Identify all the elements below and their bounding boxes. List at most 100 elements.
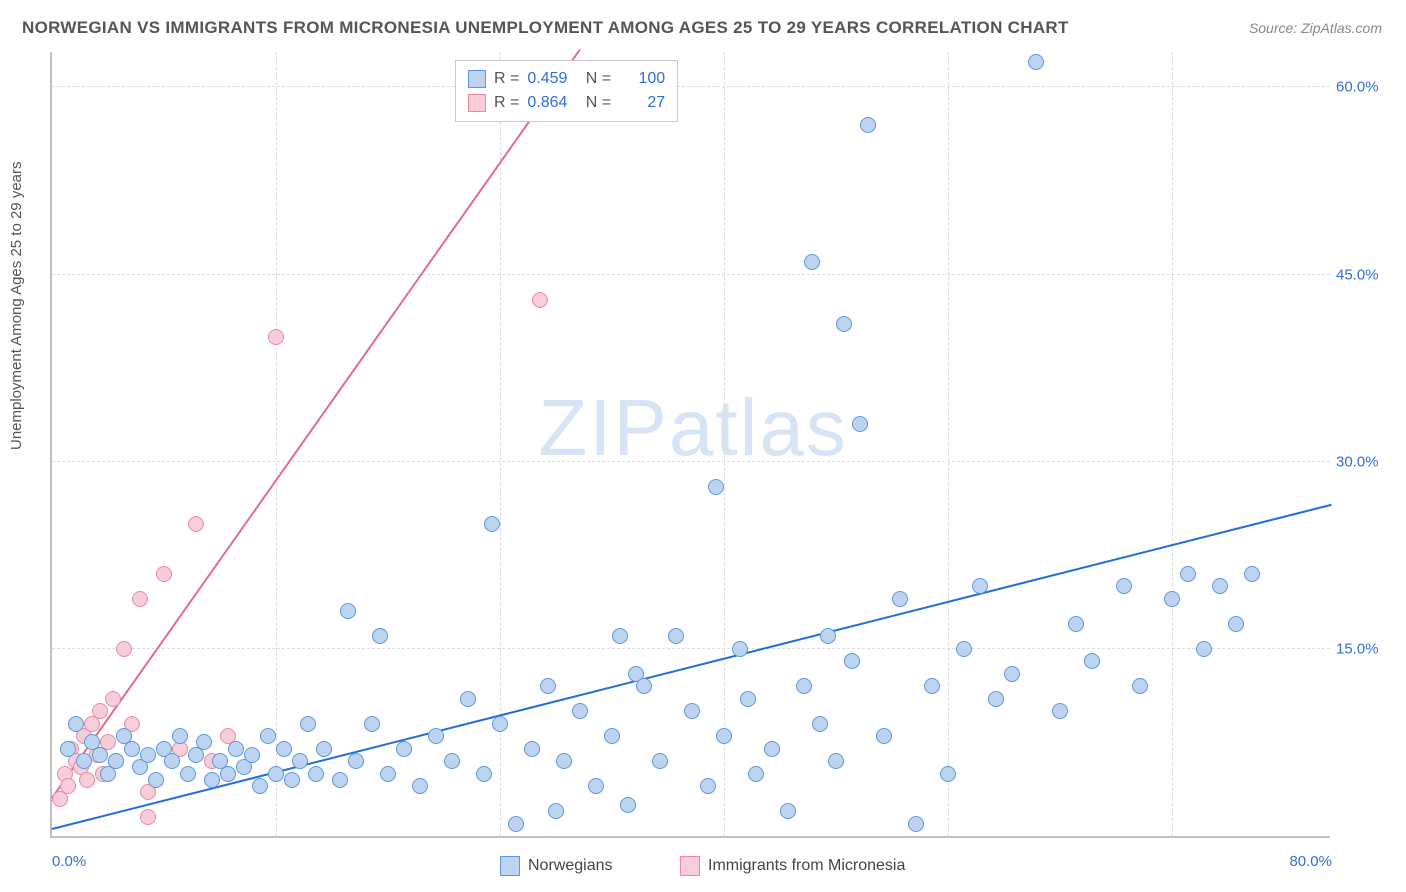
data-point-norwegians xyxy=(1244,566,1260,582)
stats-swatch-icon xyxy=(468,70,486,88)
data-point-norwegians xyxy=(76,753,92,769)
data-point-micronesia xyxy=(188,516,204,532)
data-point-norwegians xyxy=(68,716,84,732)
data-point-norwegians xyxy=(308,766,324,782)
legend-micronesia: Immigrants from Micronesia xyxy=(680,856,905,876)
data-point-norwegians xyxy=(380,766,396,782)
data-point-norwegians xyxy=(492,716,508,732)
watermark-suffix: atlas xyxy=(669,383,848,472)
gridline-horizontal xyxy=(52,274,1330,275)
data-point-norwegians xyxy=(276,741,292,757)
scatter-plot-area: ZIPatlas 15.0%30.0%45.0%60.0%0.0%80.0% xyxy=(50,52,1330,838)
data-point-norwegians xyxy=(396,741,412,757)
data-point-norwegians xyxy=(1132,678,1148,694)
stats-swatch-icon xyxy=(468,94,486,112)
data-point-norwegians xyxy=(260,728,276,744)
stats-n-value: 100 xyxy=(619,67,665,91)
data-point-norwegians xyxy=(372,628,388,644)
stats-row-norwegians: R =0.459 N =100 xyxy=(468,67,665,91)
data-point-norwegians xyxy=(484,516,500,532)
data-point-norwegians xyxy=(684,703,700,719)
data-point-norwegians xyxy=(108,753,124,769)
y-tick-label: 15.0% xyxy=(1336,640,1396,657)
data-point-norwegians xyxy=(652,753,668,769)
correlation-stats-box: R =0.459 N =100R =0.864 N =27 xyxy=(455,60,678,122)
data-point-micronesia xyxy=(79,772,95,788)
gridline-horizontal xyxy=(52,461,1330,462)
data-point-norwegians xyxy=(972,578,988,594)
data-point-norwegians xyxy=(796,678,812,694)
data-point-norwegians xyxy=(180,766,196,782)
y-tick-label: 30.0% xyxy=(1336,453,1396,470)
gridline-vertical xyxy=(724,52,725,836)
data-point-norwegians xyxy=(820,628,836,644)
data-point-norwegians xyxy=(244,747,260,763)
data-point-norwegians xyxy=(732,641,748,657)
data-point-norwegians xyxy=(572,703,588,719)
data-point-norwegians xyxy=(1212,578,1228,594)
data-point-norwegians xyxy=(1228,616,1244,632)
data-point-norwegians xyxy=(252,778,268,794)
data-point-norwegians xyxy=(428,728,444,744)
data-point-norwegians xyxy=(716,728,732,744)
data-point-norwegians xyxy=(940,766,956,782)
data-point-norwegians xyxy=(812,716,828,732)
data-point-norwegians xyxy=(892,591,908,607)
data-point-norwegians xyxy=(172,728,188,744)
data-point-norwegians xyxy=(708,479,724,495)
data-point-norwegians xyxy=(1028,54,1044,70)
data-point-norwegians xyxy=(140,747,156,763)
data-point-norwegians xyxy=(988,691,1004,707)
data-point-norwegians xyxy=(92,747,108,763)
data-point-norwegians xyxy=(604,728,620,744)
data-point-norwegians xyxy=(908,816,924,832)
data-point-norwegians xyxy=(748,766,764,782)
data-point-norwegians xyxy=(852,416,868,432)
data-point-norwegians xyxy=(668,628,684,644)
legend-norwegians: Norwegians xyxy=(500,856,612,876)
data-point-norwegians xyxy=(412,778,428,794)
gridline-horizontal xyxy=(52,86,1330,87)
data-point-norwegians xyxy=(332,772,348,788)
stats-r-value: 0.864 xyxy=(527,91,573,115)
data-point-norwegians xyxy=(196,734,212,750)
data-point-norwegians xyxy=(340,603,356,619)
data-point-norwegians xyxy=(1068,616,1084,632)
data-point-norwegians xyxy=(476,766,492,782)
gridline-vertical xyxy=(276,52,277,836)
data-point-norwegians xyxy=(508,816,524,832)
data-point-norwegians xyxy=(220,766,236,782)
data-point-norwegians xyxy=(612,628,628,644)
stats-r-label: R = xyxy=(494,91,519,115)
data-point-norwegians xyxy=(300,716,316,732)
legend-swatch-icon xyxy=(680,856,700,876)
legend-label: Norwegians xyxy=(528,857,612,875)
data-point-micronesia xyxy=(132,591,148,607)
data-point-norwegians xyxy=(60,741,76,757)
stats-row-micronesia: R =0.864 N =27 xyxy=(468,91,665,115)
data-point-norwegians xyxy=(1196,641,1212,657)
gridline-vertical xyxy=(948,52,949,836)
data-point-norwegians xyxy=(860,117,876,133)
trend-line-micronesia xyxy=(51,48,581,798)
legend-label: Immigrants from Micronesia xyxy=(708,857,905,875)
data-point-norwegians xyxy=(764,741,780,757)
stats-r-label: R = xyxy=(494,67,519,91)
data-point-norwegians xyxy=(780,803,796,819)
data-point-norwegians xyxy=(556,753,572,769)
data-point-norwegians xyxy=(284,772,300,788)
data-point-micronesia xyxy=(60,778,76,794)
data-point-norwegians xyxy=(348,753,364,769)
data-point-norwegians xyxy=(1164,591,1180,607)
data-point-norwegians xyxy=(460,691,476,707)
data-point-norwegians xyxy=(524,741,540,757)
data-point-norwegians xyxy=(636,678,652,694)
stats-n-value: 27 xyxy=(619,91,665,115)
data-point-micronesia xyxy=(268,329,284,345)
data-point-norwegians xyxy=(1084,653,1100,669)
trend-line-norwegians xyxy=(52,503,1332,829)
data-point-norwegians xyxy=(228,741,244,757)
data-point-norwegians xyxy=(164,753,180,769)
data-point-micronesia xyxy=(156,566,172,582)
stats-n-label: N = xyxy=(581,67,611,91)
